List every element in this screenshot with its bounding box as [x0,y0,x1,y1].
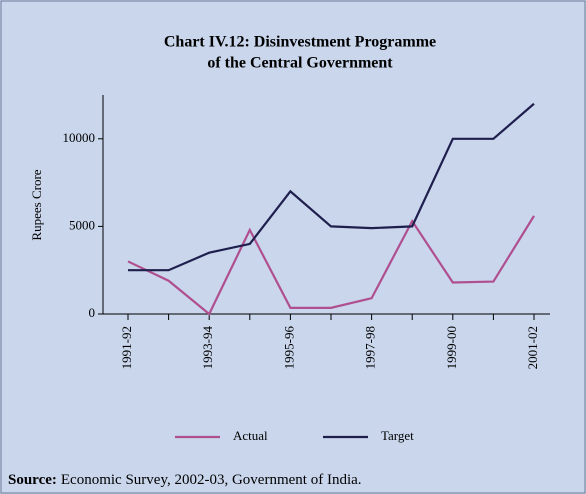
series-line [127,215,535,316]
chart-subtitle: of the Central Government [207,55,393,72]
y-tick-label: 0 [89,305,96,320]
y-tick-label: 5000 [69,217,95,232]
x-tick-label: 1999-00 [444,326,459,369]
chart-title: Chart IV.12: Disinvestment Programme [164,34,436,51]
y-tick-label: 10000 [63,130,96,145]
legend-label: Target [381,428,414,443]
source-text: Economic Survey, 2002-03, Government of … [61,472,362,488]
x-tick-label: 1995-96 [281,326,296,370]
x-tick-label: 1991-92 [119,326,134,369]
series-line [128,102,535,272]
source: Source: Economic Survey, 2002-03, Governm… [8,472,362,488]
x-tick-label: 1997-98 [363,326,378,369]
x-tick-label: 1993-94 [200,326,215,370]
y-axis-label: Rupees Crore [29,169,44,240]
x-tick-label: 2001-02 [525,326,540,369]
legend-label: Actual [233,428,268,443]
source-label: Source: [8,472,57,488]
